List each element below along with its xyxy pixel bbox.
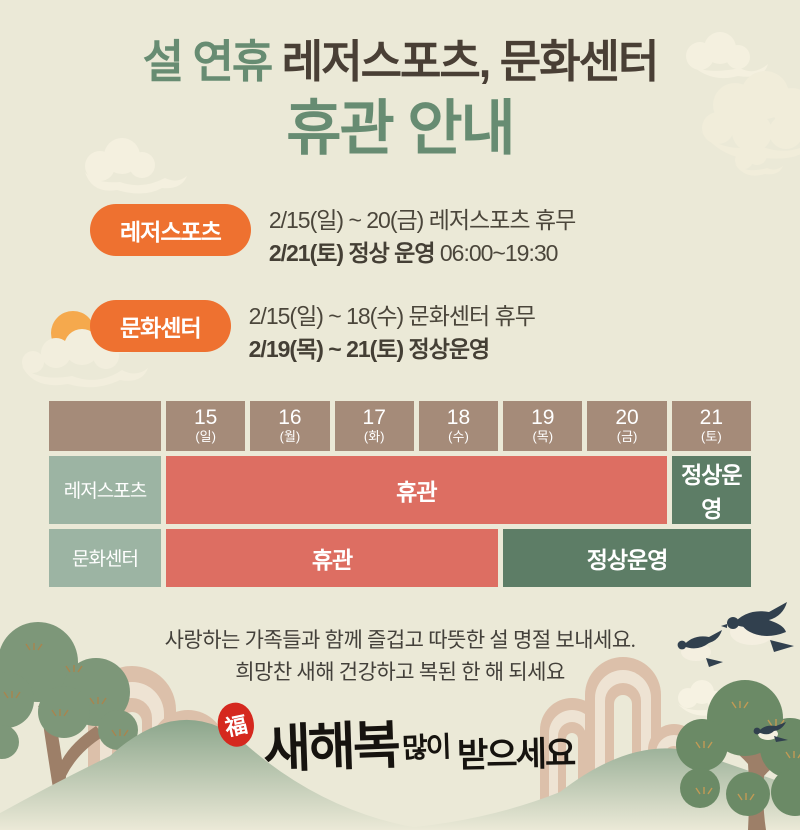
culture-closed-dates: 2/15(일) ~ 18(수) 문화센터 휴무	[248, 302, 536, 329]
calligraphy-part1: 새해복	[262, 716, 400, 780]
schedule-table: 15 (일) 16 (월) 17 (화) 18 (수) 19 (목) 20 (금) 21 (토…	[44, 396, 756, 592]
greeting-message: 사랑하는 가족들과 함께 즐겁고 따뜻한 설 명절 보내세요. 희망찬 새해 건…	[0, 624, 800, 689]
leisure-sports-badge: 레저스포츠	[90, 203, 251, 256]
culture-open-bold: 2/19(목) ~ 21(토) 정상운영	[248, 335, 491, 362]
leisure-sports-text: 2/15(일) ~ 20(금) 레저스포츠 휴무 2/21(토) 정상 운영 0…	[268, 204, 576, 270]
calligraphy-part2: 많이	[401, 731, 451, 764]
table-header-row: 15 (일) 16 (월) 17 (화) 18 (수) 19 (목) 20 (금) 21 (토…	[49, 400, 751, 451]
row-label-leisure: 레저스포츠	[49, 455, 161, 524]
title-rest: 레저스포츠, 문화센터	[271, 36, 660, 87]
row-label-culture: 문화센터	[49, 528, 161, 587]
leisure-closed-dates: 2/15(일) ~ 20(금) 레저스포츠 휴무	[268, 206, 576, 233]
schedule-table-wrap: 15 (일) 16 (월) 17 (화) 18 (수) 19 (목) 20 (금) 21 (토…	[44, 396, 756, 592]
fortune-stamp-icon: 福	[214, 699, 259, 750]
title-line2: 휴관 안내	[286, 94, 515, 162]
table-row-culture: 문화센터 휴관 정상운영	[49, 528, 751, 587]
culture-center-text: 2/15(일) ~ 18(수) 문화센터 휴무 2/19(목) ~ 21(토) …	[248, 300, 536, 366]
leisure-open-hours: 06:00~19:30	[434, 239, 559, 266]
table-corner-cell	[49, 400, 161, 451]
greeting-line1: 사랑하는 가족들과 함께 즐겁고 따뜻한 설 명절 보내세요.	[164, 627, 636, 652]
day-header-20: 20 (금)	[587, 400, 667, 451]
calligraphy-part3: 받으세요	[457, 734, 575, 775]
leisure-open-dates: 2/21(토) 정상 운영 06:00~19:30	[269, 237, 575, 270]
culture-center-badge: 문화센터	[90, 299, 231, 352]
title-line1: 설 연휴 레저스포츠, 문화센터	[0, 36, 800, 88]
culture-closed-cell: 휴관	[166, 528, 499, 587]
culture-open-dates: 2/19(목) ~ 21(토) 정상운영	[249, 333, 535, 366]
leisure-open-cell: 정상운영	[671, 455, 751, 524]
leisure-open-bold: 2/21(토) 정상 운영	[268, 239, 436, 266]
title-accent: 설 연휴	[142, 36, 274, 87]
day-header-15: 15 (일)	[166, 400, 246, 451]
page-title: 설 연휴 레저스포츠, 문화센터 휴관 안내	[0, 0, 800, 162]
table-row-leisure: 레저스포츠 휴관 정상운영	[49, 455, 751, 524]
day-header-16: 16 (월)	[250, 400, 330, 451]
notice-list: 레저스포츠 2/15(일) ~ 20(금) 레저스포츠 휴무 2/21(토) 정…	[90, 203, 710, 366]
day-header-17: 17 (화)	[334, 400, 414, 451]
culture-open-cell: 정상운영	[503, 528, 751, 587]
day-header-18: 18 (수)	[418, 400, 499, 451]
notice-leisure-sports: 레저스포츠 2/15(일) ~ 20(금) 레저스포츠 휴무 2/21(토) 정…	[90, 203, 710, 270]
leisure-closed-cell: 휴관	[166, 455, 667, 524]
calligraphy: 福 새해복 많이 받으세요	[0, 699, 800, 780]
greeting-line2: 희망찬 새해 건강하고 복된 한 해 되세요	[235, 660, 565, 685]
day-header-21: 21 (토)	[671, 400, 751, 451]
day-header-19: 19 (목)	[503, 400, 583, 451]
notice-culture-center: 문화센터 2/15(일) ~ 18(수) 문화센터 휴무 2/19(목) ~ 2…	[90, 299, 710, 366]
